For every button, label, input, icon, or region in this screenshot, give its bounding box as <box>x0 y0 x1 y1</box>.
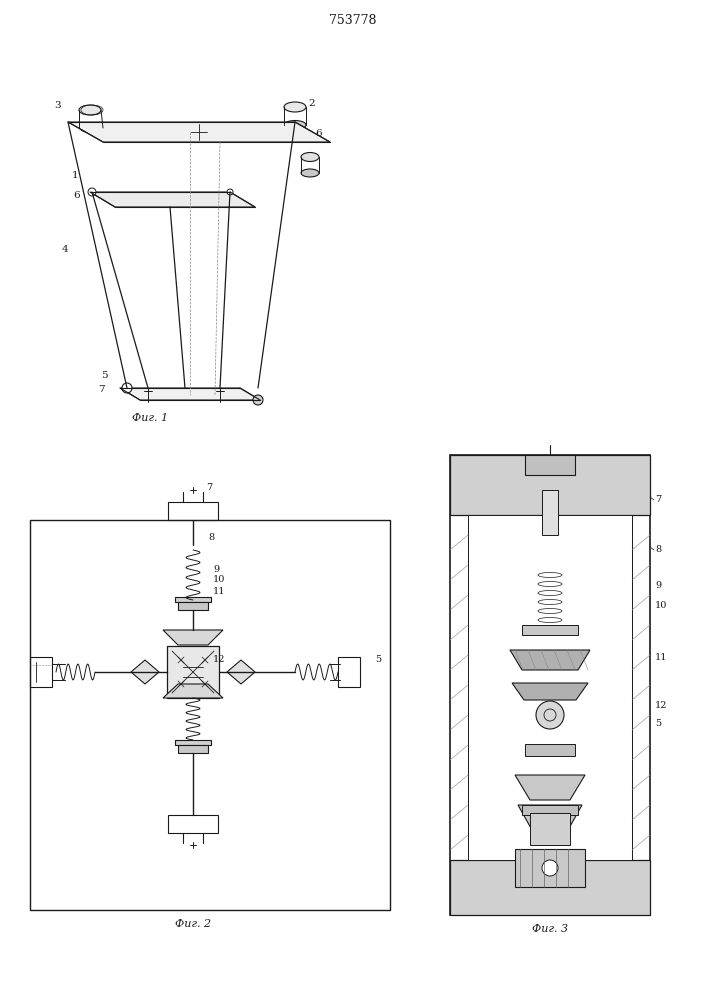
Bar <box>338 657 360 687</box>
Text: Фиг. 1: Фиг. 1 <box>132 413 168 423</box>
Bar <box>167 646 219 698</box>
Circle shape <box>253 395 263 405</box>
Polygon shape <box>90 192 255 207</box>
Bar <box>450 455 650 915</box>
Bar <box>178 745 208 753</box>
Text: Фиг. 3: Фиг. 3 <box>532 924 568 934</box>
Text: 753778: 753778 <box>329 13 377 26</box>
Ellipse shape <box>80 123 102 132</box>
Text: 6: 6 <box>315 129 322 138</box>
Polygon shape <box>510 650 590 670</box>
Text: 6: 6 <box>74 190 80 200</box>
Polygon shape <box>68 122 330 142</box>
Text: Фиг. 2: Фиг. 2 <box>175 919 211 929</box>
Bar <box>525 455 575 475</box>
Polygon shape <box>518 805 582 830</box>
Text: 12: 12 <box>213 656 226 664</box>
Text: 8: 8 <box>655 546 661 554</box>
Text: 10: 10 <box>213 576 226 584</box>
Text: 8: 8 <box>208 534 214 542</box>
Ellipse shape <box>79 105 101 115</box>
Text: 7: 7 <box>206 484 212 492</box>
Circle shape <box>88 188 96 196</box>
Bar <box>522 625 578 635</box>
Bar <box>178 602 208 610</box>
Text: 5: 5 <box>101 371 108 380</box>
Bar <box>542 490 558 535</box>
Text: 7: 7 <box>98 385 105 394</box>
Ellipse shape <box>301 169 319 177</box>
Polygon shape <box>131 660 159 684</box>
Circle shape <box>542 860 558 876</box>
Text: 3: 3 <box>54 102 62 110</box>
Text: 12: 12 <box>655 700 667 710</box>
Polygon shape <box>163 684 223 698</box>
Ellipse shape <box>284 120 306 129</box>
Text: 10: 10 <box>655 600 667 609</box>
Bar <box>30 520 390 910</box>
Bar <box>175 597 211 602</box>
Text: 9: 9 <box>213 566 219 574</box>
Circle shape <box>536 701 564 729</box>
Bar <box>175 740 211 745</box>
Bar <box>168 502 218 520</box>
Polygon shape <box>163 630 223 645</box>
Text: 5: 5 <box>375 656 381 664</box>
Circle shape <box>122 383 132 393</box>
Text: 11: 11 <box>655 652 667 662</box>
Text: 7: 7 <box>655 495 661 504</box>
Text: 1: 1 <box>72 170 78 180</box>
Polygon shape <box>120 388 260 400</box>
Polygon shape <box>515 775 585 800</box>
Ellipse shape <box>301 152 319 161</box>
Bar <box>530 813 570 845</box>
Bar <box>522 805 578 815</box>
Bar <box>515 849 585 887</box>
Bar <box>450 860 650 915</box>
Bar <box>30 657 52 687</box>
Ellipse shape <box>284 102 306 112</box>
Text: 2: 2 <box>308 100 315 108</box>
Text: 4: 4 <box>62 245 68 254</box>
Text: 5: 5 <box>655 718 661 728</box>
Circle shape <box>227 189 233 195</box>
Text: 9: 9 <box>655 580 661 589</box>
Text: 11: 11 <box>213 587 226 596</box>
Polygon shape <box>512 683 588 700</box>
Bar <box>450 455 650 515</box>
Polygon shape <box>227 660 255 684</box>
Bar <box>168 815 218 833</box>
Bar <box>468 515 632 860</box>
Bar <box>525 744 575 756</box>
